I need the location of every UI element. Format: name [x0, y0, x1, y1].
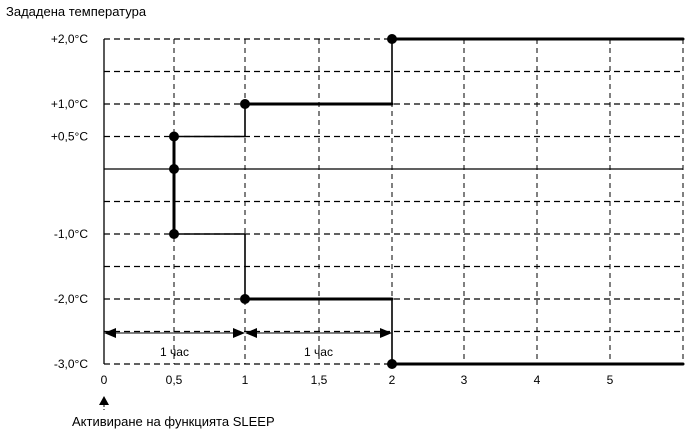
x-tick-label: 4 [534, 373, 541, 387]
x-tick-label: 0 [101, 373, 108, 387]
interval-arrow-head-left [104, 328, 116, 338]
activation-arrow-icon [99, 396, 109, 405]
data-point [387, 34, 397, 44]
data-point [240, 294, 250, 304]
sleep-activation-caption: Активиране на функцията SLEEP [72, 414, 275, 429]
data-point [387, 359, 397, 369]
chart-title: Зададена температура [6, 4, 147, 19]
interval-label: 1 час [304, 345, 333, 359]
x-tick-label: 5 [607, 373, 614, 387]
y-tick-label: +1,0°C [51, 97, 88, 111]
y-tick-label: +2,0°C [51, 32, 88, 46]
y-tick-label: +0,5°C [51, 130, 88, 144]
y-tick-label: -3,0°C [54, 357, 88, 371]
interval-arrow-head-right [233, 328, 245, 338]
data-point [169, 164, 179, 174]
interval-arrow-head-right [380, 328, 392, 338]
x-tick-label: 2 [389, 373, 396, 387]
data-point [240, 99, 250, 109]
data-point [169, 229, 179, 239]
interval-arrow-head-left [245, 328, 257, 338]
y-tick-label: -1,0°C [54, 227, 88, 241]
data-point [169, 131, 179, 142]
x-tick-label: 1,5 [311, 373, 328, 387]
x-tick-label: 1 [242, 373, 249, 387]
y-tick-label: -2,0°C [54, 292, 88, 306]
x-tick-label: 0,5 [166, 373, 183, 387]
interval-label: 1 час [160, 345, 189, 359]
x-tick-label: 3 [461, 373, 468, 387]
